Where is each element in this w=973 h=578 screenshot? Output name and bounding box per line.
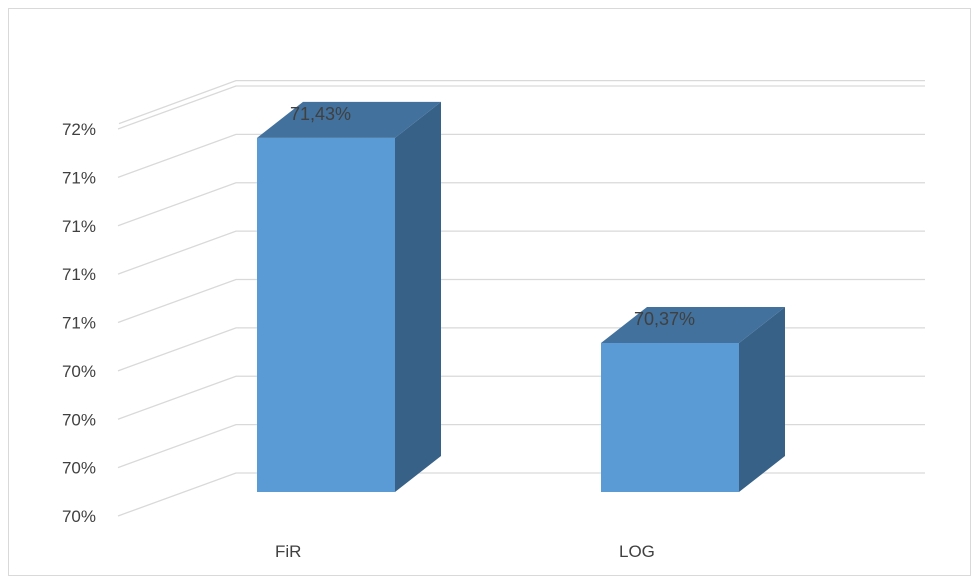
bar-log xyxy=(601,307,785,492)
y-tick-label: 71% xyxy=(62,314,96,333)
gridline xyxy=(117,133,925,178)
y-tick-label: 71% xyxy=(62,168,96,187)
x-category-label: FiR xyxy=(275,542,301,561)
data-labels: 71,43% 70,37% xyxy=(290,104,695,329)
chart-frame xyxy=(8,8,971,576)
y-tick-label: 70% xyxy=(62,507,96,526)
y-tick-label: 70% xyxy=(62,459,96,478)
bar-side xyxy=(739,307,785,492)
gridline xyxy=(117,278,925,324)
data-label: 70,37% xyxy=(634,309,695,329)
gridline xyxy=(117,423,925,469)
gridline xyxy=(117,327,925,372)
x-category-label: LOG xyxy=(619,542,655,561)
x-axis-categories: FiR LOG xyxy=(275,542,655,561)
gridline xyxy=(117,230,925,275)
y-axis-ticks: 70% 70% 70% 70% 71% 71% 71% 71% 72% xyxy=(62,120,96,526)
bar-fir xyxy=(257,101,441,493)
gridline xyxy=(117,375,925,420)
y-tick-label: 70% xyxy=(62,410,96,429)
y-tick-label: 71% xyxy=(62,217,96,236)
bar-front xyxy=(257,137,395,492)
bar-front xyxy=(601,343,739,492)
gridlines xyxy=(117,79,925,517)
y-tick-label: 70% xyxy=(62,362,96,381)
bar-side xyxy=(395,101,441,493)
gridline xyxy=(117,182,925,227)
gridline xyxy=(118,79,925,125)
data-label: 71,43% xyxy=(290,104,351,124)
gridline xyxy=(117,472,925,517)
bar-top xyxy=(257,101,441,138)
bars xyxy=(257,101,785,493)
bar-top xyxy=(601,307,785,344)
gridline xyxy=(117,85,925,130)
y-tick-label: 72% xyxy=(62,120,96,139)
y-tick-label: 71% xyxy=(62,265,96,284)
